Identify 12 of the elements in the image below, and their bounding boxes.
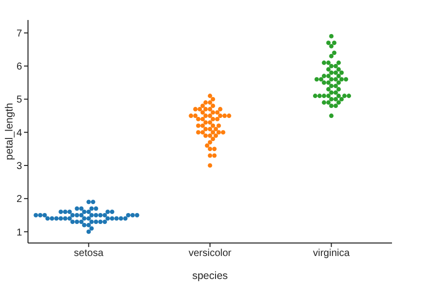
y-axis-title: petal_length — [4, 102, 16, 160]
y-tick-label: 1 — [16, 227, 22, 238]
y-tick-label: 6 — [16, 62, 22, 73]
y-tick-label: 5 — [16, 94, 22, 106]
y-tick-label: 7 — [16, 28, 22, 40]
x-tick-label: versicolor — [188, 248, 232, 260]
y-tick-label: 3 — [16, 161, 22, 172]
x-tick-label: virginica — [312, 248, 350, 260]
y-tick-label: 2 — [16, 194, 22, 206]
x-tick-label: setosa — [74, 248, 104, 260]
y-tick-label: 4 — [16, 128, 22, 139]
x-axis-title: species — [192, 270, 228, 282]
